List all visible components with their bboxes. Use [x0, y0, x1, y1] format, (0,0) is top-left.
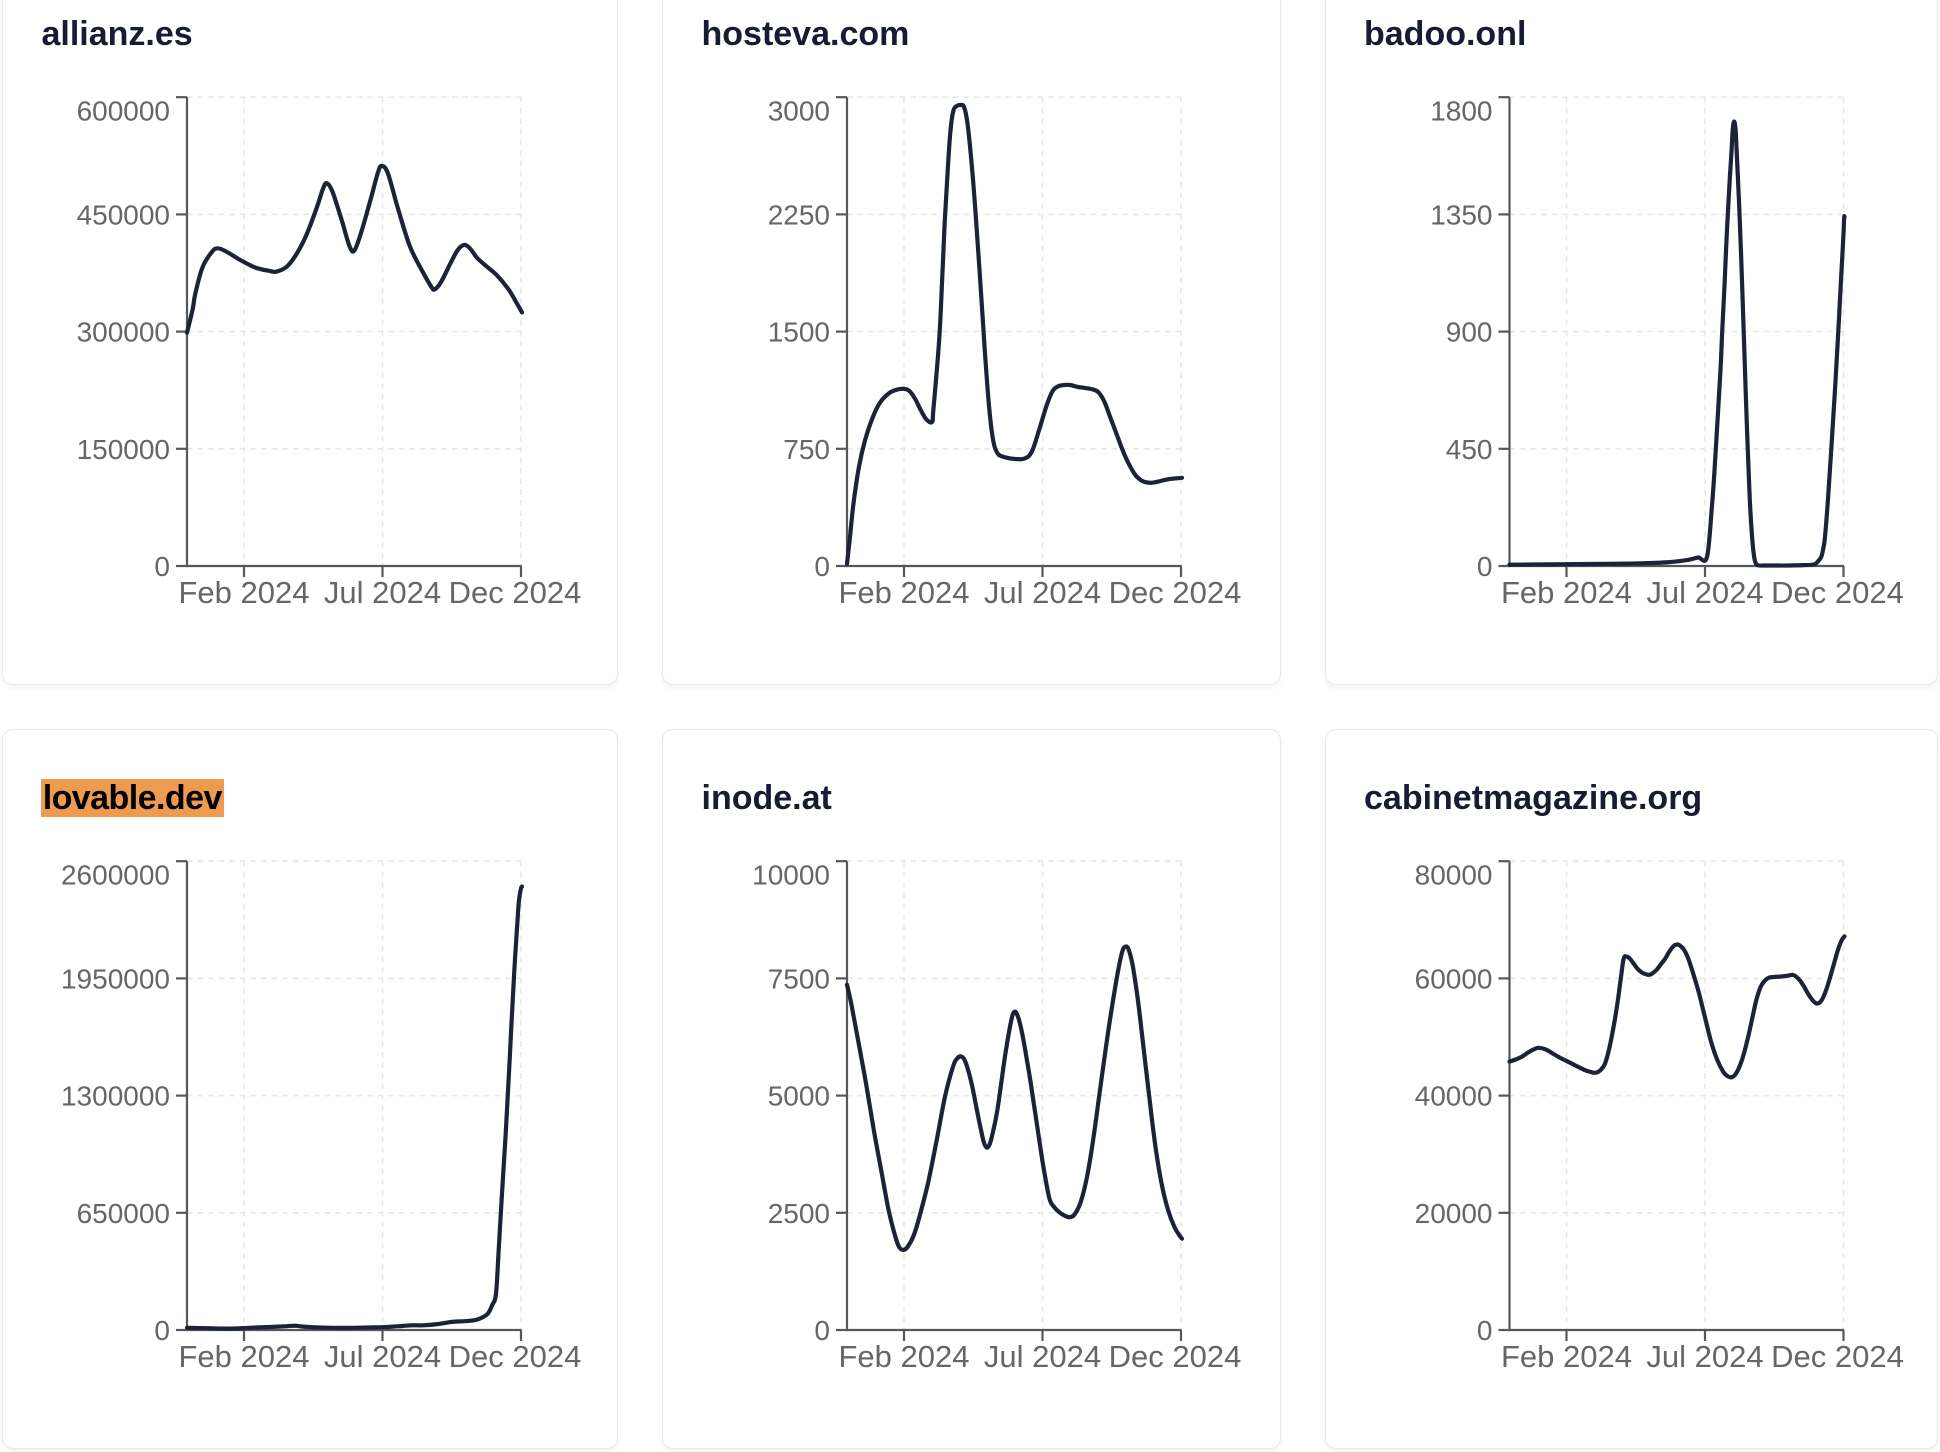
svg-text:150000: 150000 — [77, 434, 170, 465]
svg-text:5000: 5000 — [768, 1081, 830, 1112]
svg-text:1300000: 1300000 — [61, 1081, 170, 1112]
svg-text:Feb 2024: Feb 2024 — [1501, 575, 1632, 610]
svg-text:1800: 1800 — [1430, 96, 1492, 127]
svg-text:1350: 1350 — [1430, 199, 1492, 230]
svg-text:Dec 2024: Dec 2024 — [449, 575, 582, 610]
svg-text:Jul 2024: Jul 2024 — [984, 1339, 1101, 1374]
svg-text:0: 0 — [1477, 1315, 1493, 1346]
svg-text:3000: 3000 — [768, 96, 830, 127]
svg-text:Feb 2024: Feb 2024 — [1501, 1339, 1632, 1374]
svg-text:Jul 2024: Jul 2024 — [324, 1339, 441, 1374]
svg-text:300000: 300000 — [77, 317, 170, 348]
svg-text:0: 0 — [814, 551, 830, 582]
svg-text:450000: 450000 — [77, 199, 170, 230]
svg-text:450: 450 — [1446, 434, 1493, 465]
svg-text:Jul 2024: Jul 2024 — [324, 575, 441, 610]
svg-text:900: 900 — [1446, 317, 1493, 348]
svg-text:0: 0 — [814, 1315, 830, 1346]
svg-text:Feb 2024: Feb 2024 — [179, 575, 310, 610]
svg-text:Dec 2024: Dec 2024 — [1109, 1339, 1242, 1374]
svg-text:750: 750 — [783, 434, 830, 465]
svg-text:0: 0 — [154, 1315, 170, 1346]
svg-text:Jul 2024: Jul 2024 — [984, 575, 1101, 610]
svg-text:Feb 2024: Feb 2024 — [839, 575, 970, 610]
svg-text:650000: 650000 — [77, 1198, 170, 1229]
svg-text:2250: 2250 — [768, 199, 830, 230]
svg-text:Dec 2024: Dec 2024 — [1771, 1339, 1904, 1374]
svg-text:2600000: 2600000 — [61, 860, 170, 891]
svg-text:Jul 2024: Jul 2024 — [1646, 1339, 1763, 1374]
svg-text:7500: 7500 — [768, 963, 830, 994]
svg-text:600000: 600000 — [77, 96, 170, 127]
svg-text:20000: 20000 — [1415, 1198, 1493, 1229]
svg-text:1500: 1500 — [768, 317, 830, 348]
svg-text:0: 0 — [154, 551, 170, 582]
svg-text:1950000: 1950000 — [61, 963, 170, 994]
svg-text:Dec 2024: Dec 2024 — [1771, 575, 1904, 610]
svg-text:Feb 2024: Feb 2024 — [179, 1339, 310, 1374]
svg-text:40000: 40000 — [1415, 1081, 1493, 1112]
svg-text:Dec 2024: Dec 2024 — [1109, 575, 1242, 610]
svg-text:Jul 2024: Jul 2024 — [1646, 575, 1763, 610]
svg-text:80000: 80000 — [1415, 860, 1493, 891]
svg-text:10000: 10000 — [752, 860, 830, 891]
svg-text:Dec 2024: Dec 2024 — [449, 1339, 582, 1374]
svg-text:60000: 60000 — [1415, 963, 1493, 994]
svg-text:0: 0 — [1477, 551, 1493, 582]
svg-text:2500: 2500 — [768, 1198, 830, 1229]
svg-text:Feb 2024: Feb 2024 — [839, 1339, 970, 1374]
